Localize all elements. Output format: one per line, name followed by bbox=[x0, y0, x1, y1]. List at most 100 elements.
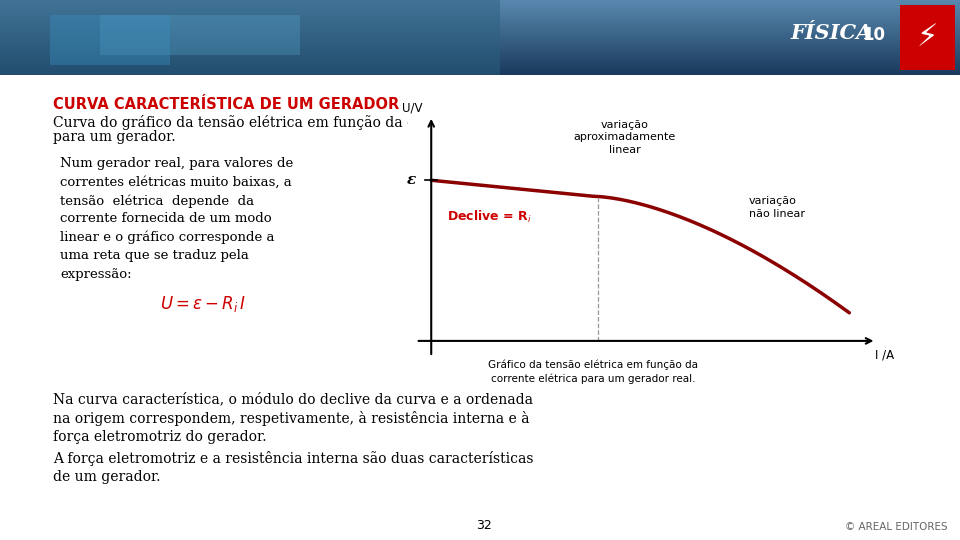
Text: tensão  elétrica  depende  da: tensão elétrica depende da bbox=[60, 194, 254, 207]
Bar bbox=[0, 64, 960, 65]
Bar bbox=[0, 6, 960, 7]
Text: para um gerador.: para um gerador. bbox=[53, 130, 176, 144]
Text: I /A: I /A bbox=[875, 349, 894, 362]
Bar bbox=[0, 36, 960, 37]
Text: FÍSICA: FÍSICA bbox=[790, 23, 873, 43]
Bar bbox=[0, 54, 960, 55]
Bar bbox=[0, 55, 960, 56]
Bar bbox=[900, 5, 955, 70]
Text: variação
não linear: variação não linear bbox=[749, 197, 804, 219]
Bar bbox=[0, 69, 960, 70]
Bar bbox=[0, 62, 960, 63]
Bar bbox=[0, 5, 960, 6]
Bar bbox=[0, 61, 960, 62]
Bar bbox=[0, 28, 960, 29]
Text: Curva do gráfico da tensão elétrica em função da corrente elétrica: Curva do gráfico da tensão elétrica em f… bbox=[53, 115, 526, 130]
Bar bbox=[0, 19, 960, 20]
Bar bbox=[0, 37, 960, 38]
Text: expressão:: expressão: bbox=[60, 268, 132, 281]
Bar bbox=[0, 30, 960, 31]
Bar bbox=[0, 49, 960, 50]
Bar bbox=[0, 0, 960, 1]
Bar bbox=[0, 17, 960, 18]
Text: na origem correspondem, respetivamente, à resistência interna e à: na origem correspondem, respetivamente, … bbox=[53, 411, 530, 426]
Bar bbox=[0, 29, 960, 30]
Bar bbox=[0, 72, 960, 73]
Bar bbox=[0, 48, 960, 49]
Text: variação
aproximadamente
linear: variação aproximadamente linear bbox=[574, 120, 676, 155]
Bar bbox=[0, 25, 960, 26]
Bar bbox=[0, 7, 960, 8]
Bar bbox=[0, 51, 960, 52]
Bar bbox=[0, 65, 960, 66]
Bar bbox=[0, 66, 960, 67]
Bar bbox=[0, 57, 960, 58]
Bar bbox=[0, 4, 960, 5]
Text: ε: ε bbox=[406, 173, 416, 187]
Text: uma reta que se traduz pela: uma reta que se traduz pela bbox=[60, 249, 249, 262]
Bar bbox=[0, 31, 960, 32]
Bar bbox=[0, 44, 960, 45]
Bar bbox=[0, 58, 960, 59]
Bar bbox=[0, 26, 960, 27]
Bar bbox=[0, 43, 960, 44]
Bar bbox=[0, 1, 960, 2]
Text: A força eletromotriz e a resistência interna são duas características: A força eletromotriz e a resistência int… bbox=[53, 451, 534, 466]
Bar bbox=[0, 73, 960, 74]
Bar bbox=[0, 32, 960, 33]
Bar bbox=[0, 24, 960, 25]
Bar bbox=[0, 38, 960, 39]
Bar bbox=[0, 53, 960, 54]
Bar bbox=[0, 33, 960, 34]
Bar bbox=[0, 45, 960, 46]
Bar bbox=[0, 12, 960, 13]
Bar bbox=[0, 10, 960, 11]
Bar bbox=[0, 9, 960, 10]
Bar bbox=[0, 14, 960, 15]
Text: U/V: U/V bbox=[401, 101, 422, 114]
Bar bbox=[0, 70, 960, 71]
Bar bbox=[0, 34, 960, 35]
Bar bbox=[0, 50, 960, 51]
Bar bbox=[0, 18, 960, 19]
Bar bbox=[0, 42, 960, 43]
Bar bbox=[0, 40, 960, 41]
Bar bbox=[0, 3, 960, 4]
Bar bbox=[0, 71, 960, 72]
Text: 10: 10 bbox=[862, 26, 885, 44]
Bar bbox=[0, 27, 960, 28]
Text: $U = \varepsilon - R_i\,I$: $U = \varepsilon - R_i\,I$ bbox=[159, 294, 246, 314]
Text: © AREAL EDITORES: © AREAL EDITORES bbox=[846, 522, 948, 532]
Bar bbox=[0, 74, 960, 75]
Bar bbox=[0, 8, 960, 9]
Text: ⚡: ⚡ bbox=[916, 24, 938, 52]
Bar bbox=[0, 63, 960, 64]
Bar bbox=[0, 41, 960, 42]
Bar bbox=[0, 13, 960, 14]
Text: Declive = R$_i$: Declive = R$_i$ bbox=[446, 208, 532, 225]
Bar bbox=[0, 39, 960, 40]
Bar bbox=[0, 23, 960, 24]
Text: CURVA CARACTERÍSTICA DE UM GERADOR: CURVA CARACTERÍSTICA DE UM GERADOR bbox=[53, 97, 399, 112]
Bar bbox=[0, 20, 960, 21]
Bar bbox=[0, 16, 960, 17]
Bar bbox=[50, 15, 170, 65]
Bar bbox=[0, 47, 960, 48]
Bar bbox=[100, 15, 300, 55]
Bar bbox=[0, 59, 960, 60]
Bar bbox=[0, 22, 960, 23]
Bar bbox=[0, 60, 960, 61]
Bar bbox=[0, 2, 960, 3]
Text: força eletromotriz do gerador.: força eletromotriz do gerador. bbox=[53, 430, 267, 444]
Text: 32: 32 bbox=[476, 519, 492, 532]
Bar bbox=[0, 21, 960, 22]
Bar bbox=[0, 56, 960, 57]
Text: correntes elétricas muito baixas, a: correntes elétricas muito baixas, a bbox=[60, 176, 292, 188]
Bar bbox=[0, 15, 960, 16]
Bar bbox=[0, 0, 500, 75]
Text: Gráfico da tensão elétrica em função da
corrente elétrica para um gerador real.: Gráfico da tensão elétrica em função da … bbox=[488, 360, 698, 384]
Bar bbox=[0, 67, 960, 68]
Text: linear e o gráfico corresponde a: linear e o gráfico corresponde a bbox=[60, 231, 275, 245]
Bar bbox=[0, 46, 960, 47]
Text: corrente fornecida de um modo: corrente fornecida de um modo bbox=[60, 213, 272, 226]
